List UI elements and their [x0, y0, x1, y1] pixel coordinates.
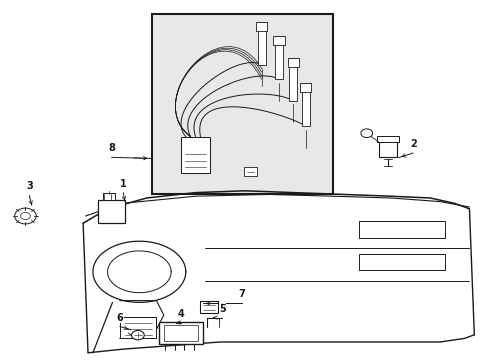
Text: 5: 5: [219, 303, 225, 314]
Bar: [255, 22, 267, 31]
Bar: [102, 193, 115, 200]
Bar: [287, 58, 299, 67]
Text: 1: 1: [120, 179, 126, 189]
Bar: [378, 137, 396, 157]
Bar: [359, 221, 444, 238]
Bar: [181, 137, 210, 173]
Bar: [299, 83, 311, 92]
Bar: [359, 254, 444, 270]
Bar: [200, 301, 217, 313]
Text: 7: 7: [238, 289, 245, 300]
Text: 3: 3: [26, 181, 33, 192]
Bar: [98, 200, 124, 223]
Bar: [163, 325, 198, 341]
Bar: [274, 36, 282, 79]
Bar: [151, 14, 332, 194]
Circle shape: [20, 212, 30, 220]
Text: 8: 8: [108, 143, 115, 153]
Bar: [159, 322, 203, 344]
Circle shape: [360, 129, 372, 138]
Text: 6: 6: [116, 312, 123, 323]
Bar: [289, 58, 297, 101]
Text: 2: 2: [409, 139, 416, 149]
Text: 4: 4: [177, 309, 184, 319]
Bar: [244, 167, 256, 176]
Bar: [376, 136, 398, 142]
Bar: [257, 22, 265, 65]
Circle shape: [131, 330, 144, 340]
Circle shape: [15, 208, 36, 224]
Bar: [272, 36, 284, 45]
Bar: [301, 83, 309, 126]
Bar: [120, 317, 156, 338]
